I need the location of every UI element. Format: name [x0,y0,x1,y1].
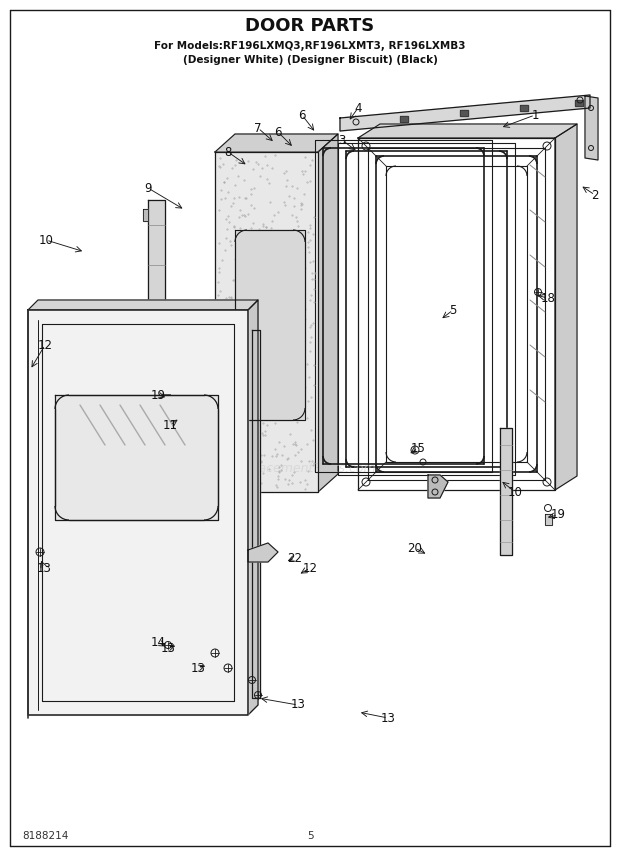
Text: 13: 13 [291,698,306,711]
Text: 20: 20 [407,542,422,555]
Text: 15: 15 [410,442,425,455]
Text: 2: 2 [591,188,599,201]
Polygon shape [143,304,148,316]
Text: 18: 18 [541,292,556,305]
Text: For Models:RF196LXMQ3,RF196LXMT3, RF196LXMB3: For Models:RF196LXMQ3,RF196LXMT3, RF196L… [154,41,466,51]
Text: 11: 11 [162,419,177,431]
Polygon shape [163,394,170,405]
Polygon shape [148,200,165,490]
Text: 14: 14 [151,635,166,649]
Polygon shape [252,330,260,698]
Text: 5: 5 [307,831,313,841]
Polygon shape [28,300,258,310]
Circle shape [162,384,169,391]
Text: 10: 10 [508,485,523,498]
Text: 5: 5 [450,304,457,317]
Text: 22: 22 [288,551,303,564]
Text: 6: 6 [274,126,281,139]
Text: 3: 3 [339,134,346,146]
Text: 12: 12 [303,562,317,574]
Polygon shape [143,414,148,426]
Polygon shape [340,95,590,131]
Polygon shape [400,116,408,122]
Polygon shape [215,152,318,492]
Text: 4: 4 [354,102,361,115]
Polygon shape [143,209,148,221]
Text: 7: 7 [254,122,262,134]
Polygon shape [460,110,468,116]
Polygon shape [555,124,577,490]
Polygon shape [428,475,448,498]
Polygon shape [520,105,528,111]
Text: 13: 13 [381,711,396,724]
Text: 12: 12 [37,338,53,352]
Polygon shape [248,300,258,715]
Text: 10: 10 [38,234,53,247]
Text: 13: 13 [161,641,175,655]
Text: DOOR PARTS: DOOR PARTS [246,17,374,35]
Text: (Designer White) (Designer Biscuit) (Black): (Designer White) (Designer Biscuit) (Bla… [182,55,438,65]
Polygon shape [215,134,338,152]
Polygon shape [235,230,305,420]
Polygon shape [318,134,338,492]
Text: 19: 19 [551,508,565,521]
Text: 1: 1 [531,109,539,122]
Text: 8: 8 [224,146,232,158]
Text: eReplacementParts.com: eReplacementParts.com [224,461,376,474]
Polygon shape [248,543,278,562]
Polygon shape [500,428,512,555]
Text: 8188214: 8188214 [22,831,68,841]
Text: 6: 6 [298,109,306,122]
Text: 13: 13 [37,562,51,574]
Polygon shape [358,124,577,138]
Polygon shape [585,96,598,160]
Polygon shape [28,310,248,715]
Text: 9: 9 [144,181,152,194]
Polygon shape [55,395,218,520]
Polygon shape [160,408,182,428]
Polygon shape [575,100,583,106]
Polygon shape [545,514,552,525]
Text: 19: 19 [151,389,166,401]
Text: 13: 13 [190,662,205,675]
Polygon shape [143,469,148,481]
